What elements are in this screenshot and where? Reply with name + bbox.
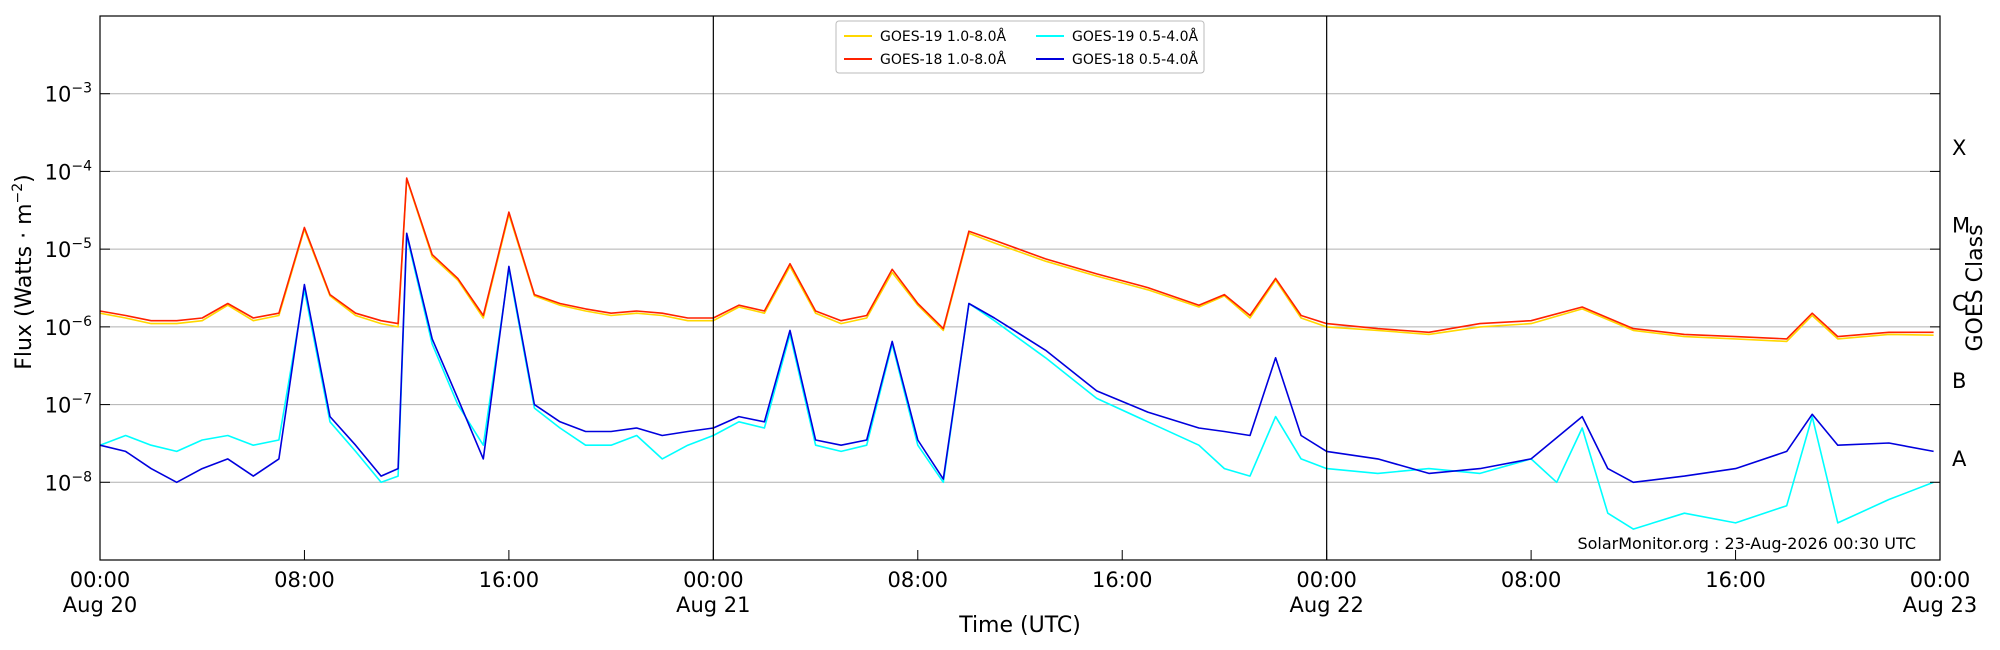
y-axis-title-suffix: ) xyxy=(12,174,37,183)
y-axis-ticks: 10−8 10−7 10−6 10−5 10−4 10−3 xyxy=(45,81,1940,495)
x-tick-label-time: 08:00 xyxy=(888,568,949,592)
x-tick-label-time: 16:00 xyxy=(1092,568,1153,592)
legend-label-goes18-long: GOES-18 1.0-8.0Å xyxy=(880,51,1006,68)
series-layer xyxy=(99,177,1934,530)
day-boundaries xyxy=(712,16,1328,560)
y-axis-title-main: Flux (Watts · m xyxy=(12,203,37,369)
legend-label-goes18-short: GOES-18 0.5-4.0Å xyxy=(1072,51,1198,68)
y-tick-label: 10−4 xyxy=(45,158,92,184)
y-tick-label: 10−5 xyxy=(45,236,92,262)
legend-label-goes19-long: GOES-19 1.0-8.0Å xyxy=(880,28,1006,45)
x-tick-label-time: 00:00 xyxy=(70,568,131,592)
series-line-2 xyxy=(99,234,1934,530)
legend-label-goes19-short: GOES-19 0.5-4.0Å xyxy=(1072,28,1198,45)
x-tick-label-time: 00:00 xyxy=(1910,568,1971,592)
gridlines xyxy=(100,93,1940,483)
series-line-3 xyxy=(99,232,1934,484)
plot-frame xyxy=(99,15,1941,561)
x-tick-label-time: 16:00 xyxy=(479,568,540,592)
y-tick-label: 10−3 xyxy=(45,81,92,107)
x-tick-label-date: Aug 22 xyxy=(1289,593,1363,617)
x-tick-label-date: Aug 20 xyxy=(63,593,137,617)
y-axis-title-exponent: −2 xyxy=(10,183,26,204)
x-tick-label-time: 00:00 xyxy=(1296,568,1357,592)
goes-class-label: X xyxy=(1952,136,1966,160)
goes-class-labels: A B C M X xyxy=(1952,136,1970,471)
goes-class-label: M xyxy=(1952,214,1970,238)
credit-text: SolarMonitor.org : 23-Aug-2026 00:30 UTC xyxy=(1577,534,1916,553)
goes-class-label: B xyxy=(1952,369,1966,393)
x-tick-label-time: 08:00 xyxy=(274,568,335,592)
y-axis-title: Flux (Watts · m−2) xyxy=(10,174,37,370)
right-axis-title: GOES Class xyxy=(1963,224,1988,351)
series-line-1 xyxy=(99,177,1934,340)
x-tick-label-time: 16:00 xyxy=(1705,568,1766,592)
y-tick-label: 10−7 xyxy=(45,392,92,418)
legend: GOES-19 1.0-8.0Å GOES-18 1.0-8.0Å GOES-1… xyxy=(835,20,1205,74)
x-tick-label-time: 00:00 xyxy=(683,568,744,592)
legend-box xyxy=(835,20,1205,74)
series-line-0 xyxy=(99,178,1934,343)
x-tick-label-date: Aug 23 xyxy=(1903,593,1977,617)
y-tick-label: 10−8 xyxy=(45,469,92,495)
goes-class-label: C xyxy=(1952,291,1967,315)
x-axis-title: Time (UTC) xyxy=(958,613,1081,638)
y-tick-label: 10−6 xyxy=(45,314,92,340)
x-tick-label-date: Aug 21 xyxy=(676,593,750,617)
goes-class-label: A xyxy=(1952,447,1967,471)
x-tick-label-time: 08:00 xyxy=(1501,568,1562,592)
